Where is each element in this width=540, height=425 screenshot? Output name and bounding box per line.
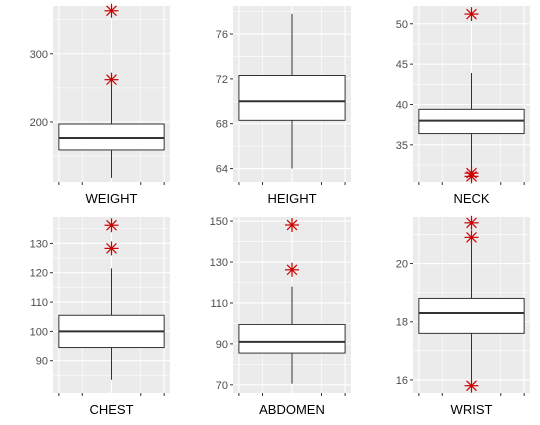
y-tick-label: 20 — [396, 259, 408, 271]
outlier-point — [104, 72, 119, 87]
box-iqr — [238, 75, 346, 121]
y-tick-label: 16 — [396, 375, 408, 387]
outlier-point — [464, 378, 479, 393]
outlier-point — [464, 7, 479, 22]
box-iqr — [58, 123, 165, 151]
y-tick-label: 70 — [216, 380, 228, 392]
y-tick-label: 90 — [36, 356, 48, 368]
outlier-point — [464, 166, 479, 181]
panel-weight: 200 300 WEIGHT — [30, 3, 170, 206]
x-axis-label: NECK — [453, 191, 489, 206]
x-axis-label: CHEST — [89, 402, 133, 417]
panel-neck: 35 40 45 50 NECK — [396, 6, 530, 206]
box-iqr — [238, 323, 346, 354]
x-axis-label: WRIST — [451, 402, 493, 417]
panel-abdomen: 70 90 110 130 150 ABDOMEN — [210, 216, 351, 417]
outlier-point — [464, 230, 479, 245]
panel-chest: 90 100 110 120 130 CHEST — [30, 217, 170, 417]
y-tick-label: 72 — [216, 74, 228, 86]
y-tick-label: 64 — [216, 164, 228, 176]
outlier-point — [285, 217, 299, 232]
y-tick-label: 100 — [30, 326, 48, 338]
y-tick-label: 18 — [396, 317, 408, 329]
y-tick-label: 110 — [30, 297, 48, 309]
outlier-point — [104, 241, 119, 256]
x-axis-label: WEIGHT — [86, 191, 138, 206]
x-axis-label: ABDOMEN — [259, 402, 325, 417]
panel-wrist: 16 18 20 WRIST — [396, 215, 530, 417]
y-tick-label: 45 — [396, 59, 408, 71]
y-tick-label: 50 — [396, 19, 408, 31]
y-tick-label: 200 — [30, 117, 48, 129]
y-tick-label: 150 — [210, 216, 228, 228]
x-axis-label: HEIGHT — [267, 191, 316, 206]
y-tick-label: 120 — [30, 268, 48, 280]
y-tick-label: 76 — [216, 29, 228, 41]
y-tick-label: 40 — [396, 99, 408, 111]
y-tick-label: 35 — [396, 140, 408, 152]
y-tick-label: 110 — [210, 298, 228, 310]
y-tick-label: 130 — [210, 257, 228, 269]
outlier-point — [285, 262, 299, 277]
y-tick-label: 300 — [30, 49, 48, 61]
outlier-point — [104, 3, 119, 18]
y-tick-label: 90 — [216, 339, 228, 351]
outlier-point — [104, 218, 119, 233]
y-tick-label: 130 — [30, 238, 48, 250]
outlier-point — [464, 215, 479, 230]
y-tick-label: 68 — [216, 119, 228, 131]
panel-height: 64 68 72 76 HEIGHT — [216, 6, 351, 206]
box-iqr — [418, 297, 525, 334]
